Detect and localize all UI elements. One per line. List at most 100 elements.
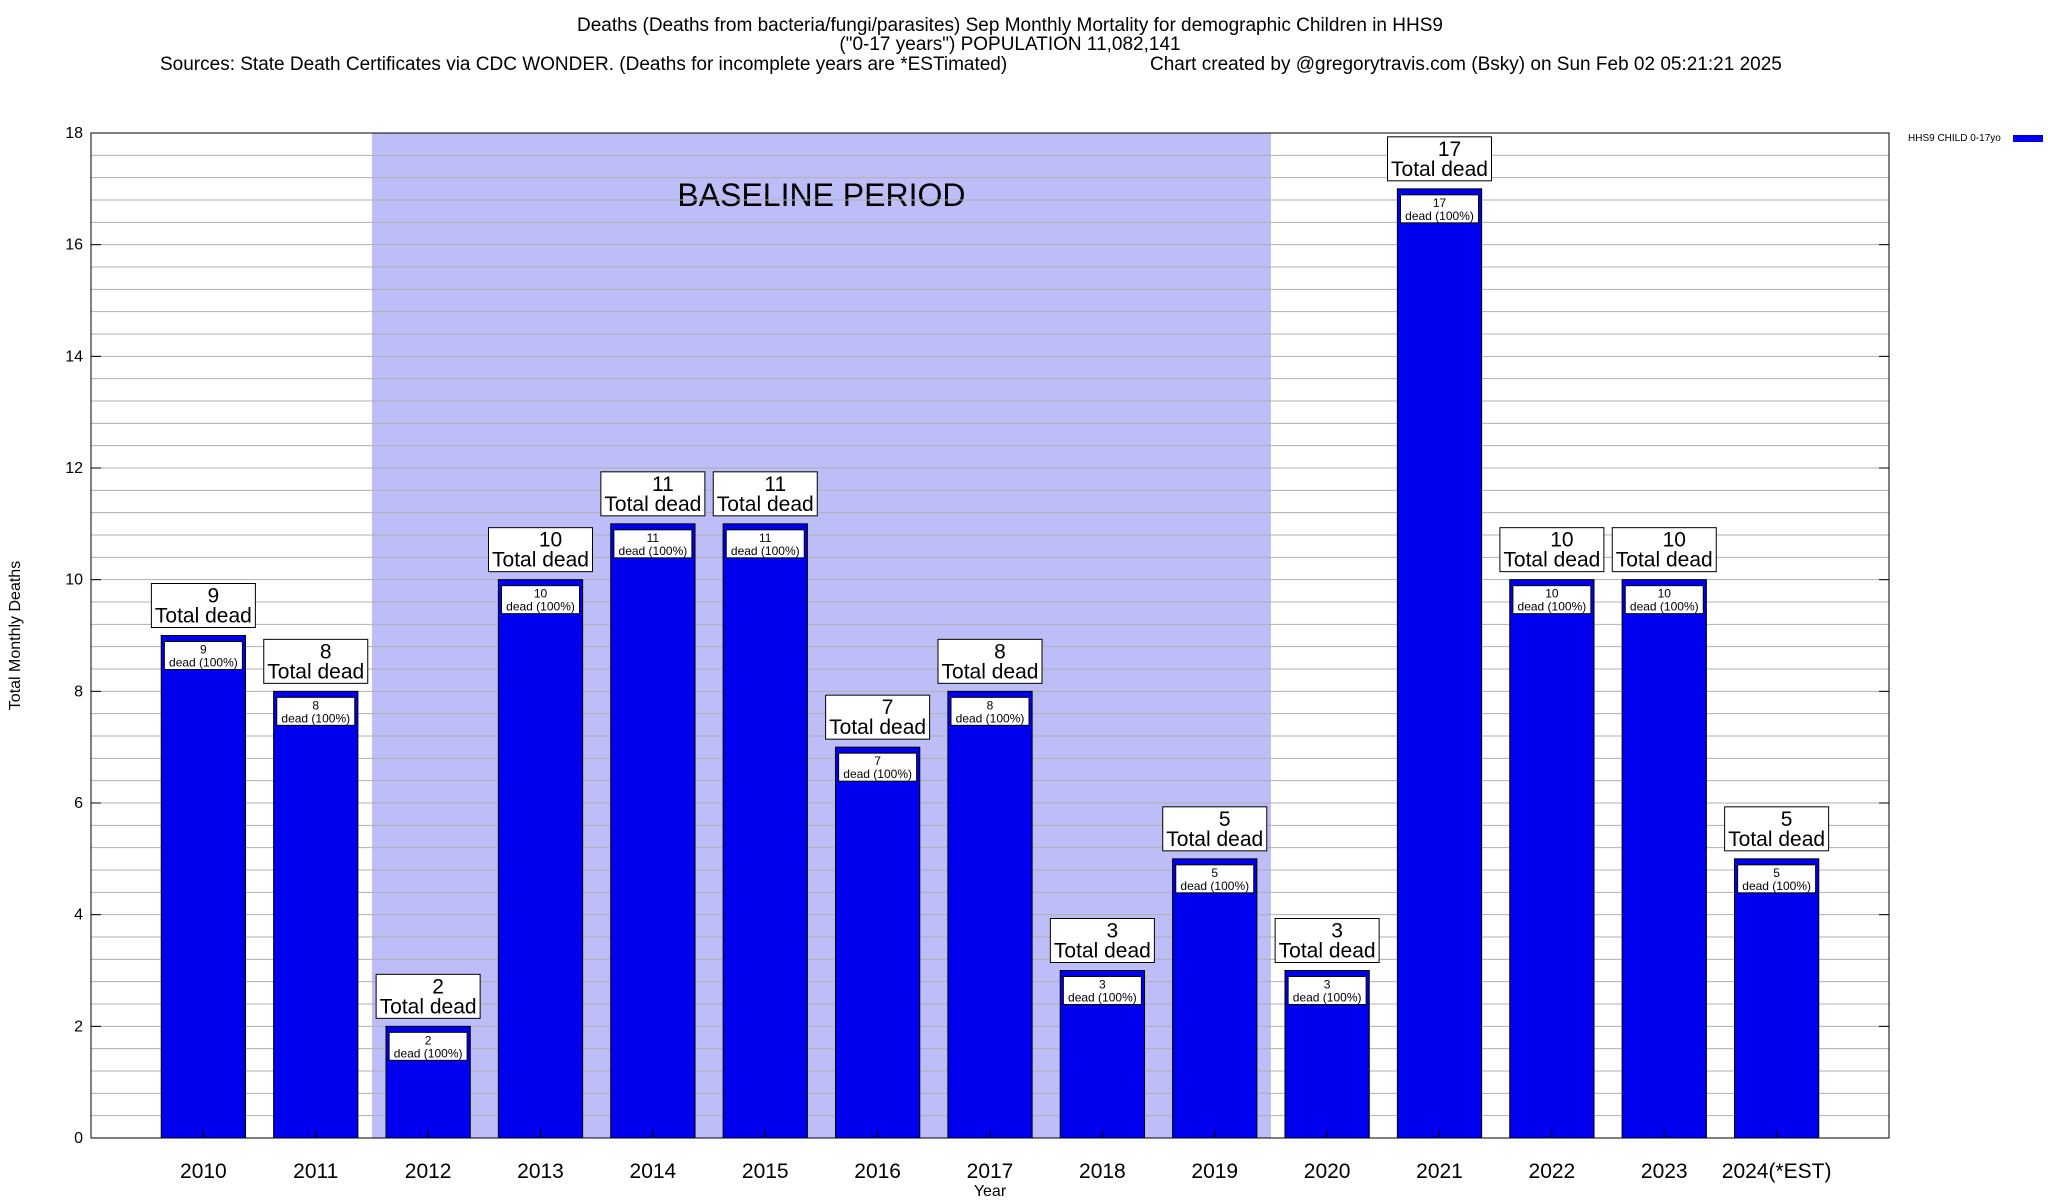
bar-total-label-box xyxy=(1162,806,1268,852)
bar-inner-percent-label: dead (100%) xyxy=(506,600,575,614)
bar-total-value-label: 11 xyxy=(764,473,786,496)
bar-inner-value-label: 10 xyxy=(534,587,548,601)
bar-inner-label-box xyxy=(1175,864,1255,894)
y-tick-label: 6 xyxy=(74,795,83,812)
bar-inner-value-label: 11 xyxy=(647,531,660,545)
bar-total-label-box xyxy=(1049,918,1155,963)
x-tick-label: 2021 xyxy=(1416,1160,1463,1183)
y-tick-label: 18 xyxy=(65,125,83,142)
bar-total-value-label: 3 xyxy=(1107,920,1119,943)
bar-total-value-label: 5 xyxy=(1219,808,1231,831)
bar-inner-label-box xyxy=(838,752,918,782)
bar-total-text-label: Total dead xyxy=(604,493,701,516)
bar-total-label-box xyxy=(600,471,706,517)
bar-inner-value-label: 11 xyxy=(759,531,772,545)
x-tick-label: 2020 xyxy=(1304,1160,1351,1183)
bar-total-text-label: Total dead xyxy=(942,660,1039,683)
bar-total-value-label: 10 xyxy=(1663,529,1686,552)
bar-inner-percent-label: dead (100%) xyxy=(1630,600,1699,614)
bar-inner-percent-label: dead (100%) xyxy=(843,767,912,781)
x-tick-label: 2024(*EST) xyxy=(1722,1160,1832,1183)
bar-total-text-label: Total dead xyxy=(267,660,364,683)
x-tick-label: 2016 xyxy=(854,1160,901,1183)
bar-total-value-label: 3 xyxy=(1331,920,1343,943)
bar-inner-percent-label: dead (100%) xyxy=(169,656,238,670)
bar-total-text-label: Total dead xyxy=(1279,940,1376,963)
bar-total-text-label: Total dead xyxy=(829,716,926,739)
bar-total-value-label: 8 xyxy=(994,640,1006,663)
y-tick-label: 12 xyxy=(65,460,83,477)
bar-total-value-label: 8 xyxy=(320,640,332,663)
bar-total-value-label: 5 xyxy=(1781,808,1793,831)
bar-total-text-label: Total dead xyxy=(717,493,814,516)
bar-inner-label-box xyxy=(388,1031,468,1061)
bar-total-text-label: Total dead xyxy=(380,995,477,1018)
bar-inner-value-label: 7 xyxy=(874,754,881,768)
x-tick-label: 2023 xyxy=(1641,1160,1688,1183)
bar-inner-value-label: 8 xyxy=(987,698,994,712)
bar-inner-percent-label: dead (100%) xyxy=(956,711,1025,725)
bar-total-text-label: Total dead xyxy=(155,605,252,628)
bar-total-text-label: Total dead xyxy=(1391,158,1488,181)
bar-inner-label-box xyxy=(613,529,693,559)
bar-total-label-box xyxy=(712,471,818,517)
bar-inner-percent-label: dead (100%) xyxy=(1518,600,1587,614)
bar-total-label-box xyxy=(263,638,369,684)
bar-total-label-box xyxy=(1724,806,1830,852)
bar xyxy=(834,746,921,1139)
x-tick-label: 2012 xyxy=(405,1160,452,1183)
bar xyxy=(610,523,696,1139)
bar-total-text-label: Total dead xyxy=(1054,940,1151,963)
bar-total-label-box xyxy=(375,973,481,1019)
bar-total-label-box xyxy=(937,638,1043,684)
bar-total-text-label: Total dead xyxy=(492,549,589,572)
bar-inner-percent-label: dead (100%) xyxy=(619,544,688,558)
y-tick-label: 4 xyxy=(74,907,83,924)
x-tick-label: 2015 xyxy=(742,1160,789,1183)
bar xyxy=(1733,858,1820,1139)
bar-inner-label-box xyxy=(725,529,805,559)
bar-inner-label-box xyxy=(163,641,243,670)
y-tick-label: 8 xyxy=(74,683,83,700)
x-tick-label: 2013 xyxy=(517,1160,564,1183)
bar-total-value-label: 11 xyxy=(652,473,674,496)
bar-inner-label-box xyxy=(501,585,580,615)
bar-total-text-label: Total dead xyxy=(1503,549,1600,572)
baseline-period-label: BASELINE PERIOD xyxy=(677,177,965,213)
bar-inner-percent-label: dead (100%) xyxy=(1180,879,1249,893)
bar-inner-label-box xyxy=(1062,976,1142,1005)
x-tick-label: 2022 xyxy=(1529,1160,1576,1183)
bar-inner-percent-label: dead (100%) xyxy=(281,711,350,725)
bar-inner-label-box xyxy=(276,696,356,726)
bar-total-value-label: 10 xyxy=(1550,529,1573,552)
bar-inner-value-label: 5 xyxy=(1773,866,1780,880)
x-tick-label: 2014 xyxy=(630,1160,677,1183)
y-tick-label: 16 xyxy=(65,237,83,254)
bar-inner-value-label: 5 xyxy=(1211,866,1218,880)
bar-inner-label-box xyxy=(1624,585,1704,615)
bar-total-text-label: Total dead xyxy=(1728,828,1825,851)
bar-inner-value-label: 10 xyxy=(1658,587,1672,601)
bar-inner-percent-label: dead (100%) xyxy=(394,1046,463,1060)
bar-total-label-box xyxy=(1387,136,1492,182)
x-axis-label: Year xyxy=(974,1183,1007,1200)
x-tick-label: 2019 xyxy=(1191,1160,1238,1183)
bar-total-text-label: Total dead xyxy=(1166,828,1263,851)
bar-inner-value-label: 8 xyxy=(312,698,319,712)
chart-sources-text: Sources: State Death Certificates via CD… xyxy=(160,54,1007,75)
x-tick-label: 2010 xyxy=(180,1160,227,1183)
bar-inner-label-box xyxy=(1512,585,1592,615)
bar-inner-value-label: 17 xyxy=(1433,196,1447,210)
bar xyxy=(497,579,584,1139)
bar-total-text-label: Total dead xyxy=(1616,549,1713,572)
bar-inner-value-label: 9 xyxy=(200,643,207,657)
bar-total-label-box xyxy=(1611,527,1717,573)
y-tick-label: 0 xyxy=(74,1130,83,1147)
bar-inner-percent-label: dead (100%) xyxy=(1742,879,1811,893)
y-tick-label: 14 xyxy=(65,348,83,365)
legend-series-swatch xyxy=(2013,135,2043,142)
bar-inner-label-box xyxy=(950,696,1030,726)
bar-inner-value-label: 3 xyxy=(1324,978,1331,992)
x-tick-label: 2017 xyxy=(967,1160,1014,1183)
